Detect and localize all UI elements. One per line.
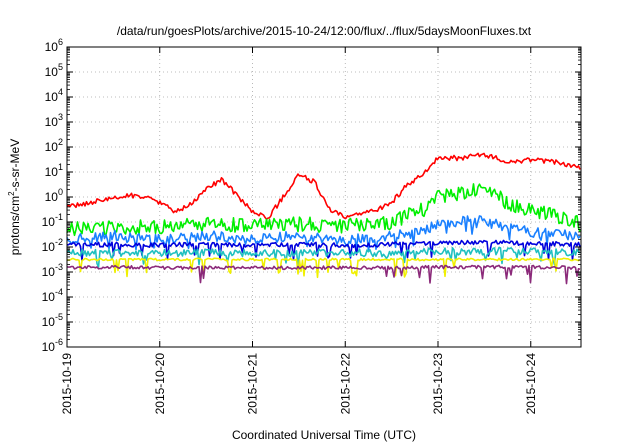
series-line-2 xyxy=(66,183,581,237)
series-line-4 xyxy=(66,239,581,262)
series-line-5 xyxy=(66,246,581,268)
y-tick-label: 104 xyxy=(45,87,63,104)
chart-series xyxy=(66,152,581,285)
x-axis-label: Coordinated Universal Time (UTC) xyxy=(232,428,416,442)
y-tick-label: 10-4 xyxy=(42,287,63,304)
y-tick-label: 106 xyxy=(45,37,63,54)
y-tick-label: 10-3 xyxy=(42,262,63,279)
y-axis-label-main: protons/cm xyxy=(8,196,22,255)
series-line-1 xyxy=(66,152,581,220)
x-tick-label: 2015-10-19 xyxy=(60,353,74,415)
chart-ticks: 10-6 10-5 10-4 10-3 10-2 10-1 100 101 102 103 104 1… xyxy=(42,37,581,414)
x-tick-label: 2015-10-24 xyxy=(524,353,538,415)
y-tick-label: 105 xyxy=(45,62,63,79)
y-axis-label-tail: -s-sr-MeV xyxy=(8,139,22,192)
x-tick-label: 2015-10-20 xyxy=(153,353,167,415)
y-axis-label-superscript: 2 xyxy=(7,191,16,196)
y-tick-label: 101 xyxy=(45,162,63,179)
chart-title: /data/run/goesPlots/archive/2015-10-24/1… xyxy=(117,24,532,38)
x-tick-label: 2015-10-23 xyxy=(431,353,445,415)
series-line-3 xyxy=(66,215,581,252)
x-tick-label: 2015-10-22 xyxy=(338,353,352,415)
y-tick-label: 103 xyxy=(45,112,63,129)
y-tick-label: 10-1 xyxy=(42,212,63,229)
y-tick-label: 10-2 xyxy=(42,237,63,254)
y-tick-label: 102 xyxy=(45,137,63,154)
y-tick-label: 10-6 xyxy=(42,337,63,354)
series-line-7 xyxy=(66,264,581,285)
y-axis-label: protons/cm2-s-sr-MeV xyxy=(7,139,22,255)
series-line-6 xyxy=(67,257,581,279)
y-tick-label: 10-5 xyxy=(42,312,63,329)
y-tick-label: 100 xyxy=(45,187,63,204)
x-tick-label: 2015-10-21 xyxy=(246,353,260,415)
